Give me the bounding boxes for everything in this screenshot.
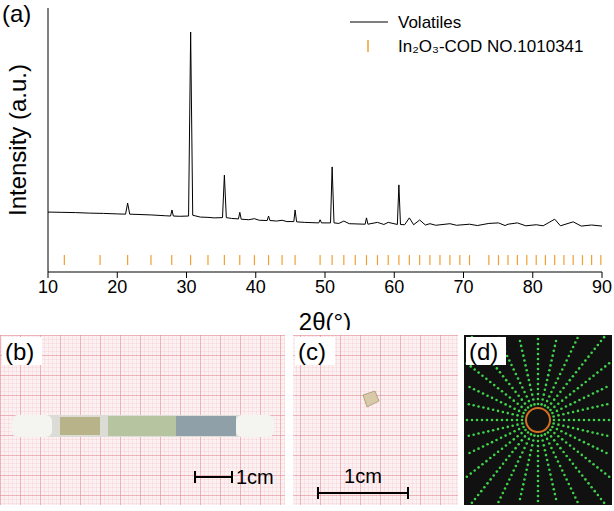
svg-text:80: 80 [523,277,543,297]
svg-text:30: 30 [176,277,196,297]
svg-text:(d): (d) [469,338,498,365]
svg-text:70: 70 [453,277,473,297]
svg-text:1cm: 1cm [344,465,382,487]
svg-text:60: 60 [384,277,404,297]
svg-text:(c): (c) [298,338,326,365]
svg-text:40: 40 [246,277,266,297]
svg-text:1cm: 1cm [236,466,274,488]
svg-text:20: 20 [107,277,127,297]
svg-text:(b): (b) [5,338,34,365]
html-text:(a): (a) [2,0,32,27]
svg-text:2θ(°): 2θ(°) [299,308,351,330]
svg-text:Intensity (a.u.): Intensity (a.u.) [4,64,31,216]
svg-text:50: 50 [315,277,335,297]
svg-text:10: 10 [38,277,58,297]
svg-text:In₂O₃-COD NO.1010341: In₂O₃-COD NO.1010341 [398,37,584,56]
svg-text:90: 90 [592,277,612,297]
svg-text:Volatiles: Volatiles [398,13,461,32]
